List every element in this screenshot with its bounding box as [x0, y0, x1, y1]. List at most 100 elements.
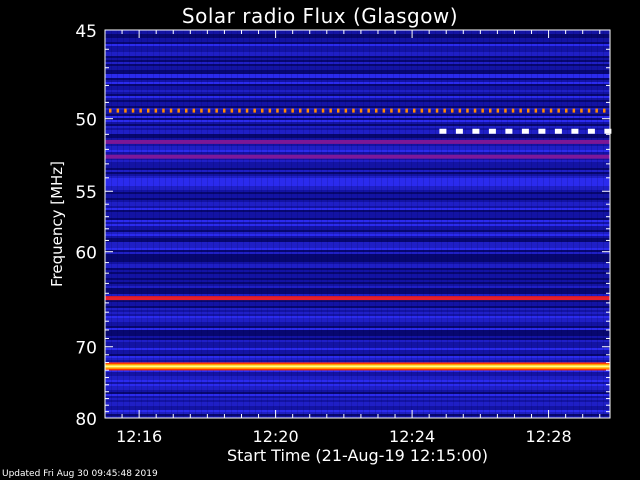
heatmap-row: [105, 302, 610, 304]
heatmap-row: [105, 212, 610, 214]
emission-dot: [261, 108, 264, 113]
emission-dash: [488, 128, 496, 134]
heatmap-row: [105, 82, 610, 84]
emission-dot: [177, 108, 180, 113]
heatmap-row: [105, 136, 610, 138]
heatmap-column: [465, 30, 466, 418]
heatmap-column: [279, 30, 280, 418]
emission-dot: [603, 108, 606, 113]
heatmap-row: [105, 228, 610, 230]
heatmap-column: [495, 30, 496, 418]
emission-dot: [207, 108, 211, 113]
heatmap-row: [105, 306, 610, 308]
heatmap-column: [603, 30, 604, 418]
heatmap-row: [105, 350, 610, 352]
heatmap-column: [405, 30, 406, 418]
heatmap-row: [105, 226, 610, 228]
heatmap-column: [315, 30, 316, 418]
heatmap-column: [537, 30, 538, 418]
heatmap-column: [231, 30, 232, 418]
emission-dot: [131, 108, 135, 113]
heatmap-row: [105, 68, 610, 70]
heatmap-column: [261, 30, 262, 418]
heatmap-row: [105, 380, 610, 382]
heatmap-row: [105, 282, 610, 284]
heatmap-row: [105, 258, 610, 260]
heatmap-column: [513, 30, 514, 418]
heatmap-row: [105, 402, 610, 404]
heatmap-row: [105, 146, 610, 148]
heatmap-row: [105, 386, 610, 388]
heatmap-column: [117, 30, 118, 418]
heatmap-row: [105, 40, 610, 42]
heatmap-row: [105, 138, 610, 140]
heatmap-row: [105, 322, 610, 324]
heatmap-row: [105, 252, 610, 254]
heatmap-row: [105, 144, 610, 146]
heatmap-row: [105, 244, 610, 246]
heatmap-row: [105, 336, 610, 338]
emission-dot: [534, 108, 538, 113]
heatmap-column: [387, 30, 388, 418]
heatmap-row: [105, 300, 610, 302]
emission-dot: [344, 108, 348, 113]
heatmap-row: [105, 218, 610, 220]
y-tick-label: 60: [75, 244, 97, 264]
emission-dot: [109, 108, 112, 113]
heatmap-row: [105, 60, 610, 62]
emission-dot: [466, 108, 469, 113]
heatmap-column: [285, 30, 286, 418]
heatmap-row: [105, 54, 610, 56]
heatmap-row: [105, 398, 610, 400]
heatmap-row: [105, 390, 610, 392]
heatmap-column: [309, 30, 310, 418]
heatmap-row: [105, 268, 610, 270]
heatmap-row: [105, 56, 610, 58]
emission-dot: [481, 108, 484, 113]
heatmap-column: [477, 30, 478, 418]
heatmap-column: [357, 30, 358, 418]
heatmap-row: [105, 250, 610, 252]
emission-dot: [451, 108, 454, 113]
heatmap-row: [105, 260, 610, 262]
heatmap-row: [105, 236, 610, 238]
heatmap-row: [105, 370, 610, 372]
heatmap-column: [459, 30, 460, 418]
heatmap-row: [105, 346, 610, 348]
heatmap-column: [339, 30, 340, 418]
heatmap-row: [105, 64, 610, 66]
emission-dot: [215, 108, 218, 113]
heatmap-row: [105, 240, 610, 242]
emission-dash: [521, 128, 529, 134]
heatmap-row: [105, 92, 610, 94]
emission-dot: [428, 108, 431, 113]
emission-dash: [455, 128, 463, 134]
heatmap-row: [105, 372, 610, 374]
heatmap-column: [573, 30, 574, 418]
heatmap-row: [105, 340, 610, 342]
emission-dash: [472, 128, 480, 134]
emission-dot: [200, 108, 203, 113]
emission-dot: [519, 108, 522, 113]
heatmap-column: [207, 30, 208, 418]
heatmap-column: [165, 30, 166, 418]
heatmap-row: [105, 74, 610, 76]
heatmap-row: [105, 314, 610, 316]
emission-dot: [329, 108, 332, 113]
heatmap-row: [105, 214, 610, 216]
emission-dot: [245, 108, 249, 113]
heatmap-row: [105, 414, 610, 416]
emission-dot: [420, 108, 424, 113]
emission-band-core: [105, 365, 610, 368]
heatmap-row: [105, 292, 610, 294]
heatmap-row: [105, 286, 610, 288]
emission-dot: [587, 108, 591, 113]
x-tick-label: 12:24: [389, 427, 435, 446]
emission-dot: [458, 108, 462, 113]
heatmap-row: [105, 230, 610, 232]
heatmap-row: [105, 108, 610, 110]
heatmap-row: [105, 392, 610, 394]
heatmap-row: [105, 128, 610, 130]
emission-dot: [489, 108, 492, 113]
heatmap-row: [105, 192, 610, 194]
